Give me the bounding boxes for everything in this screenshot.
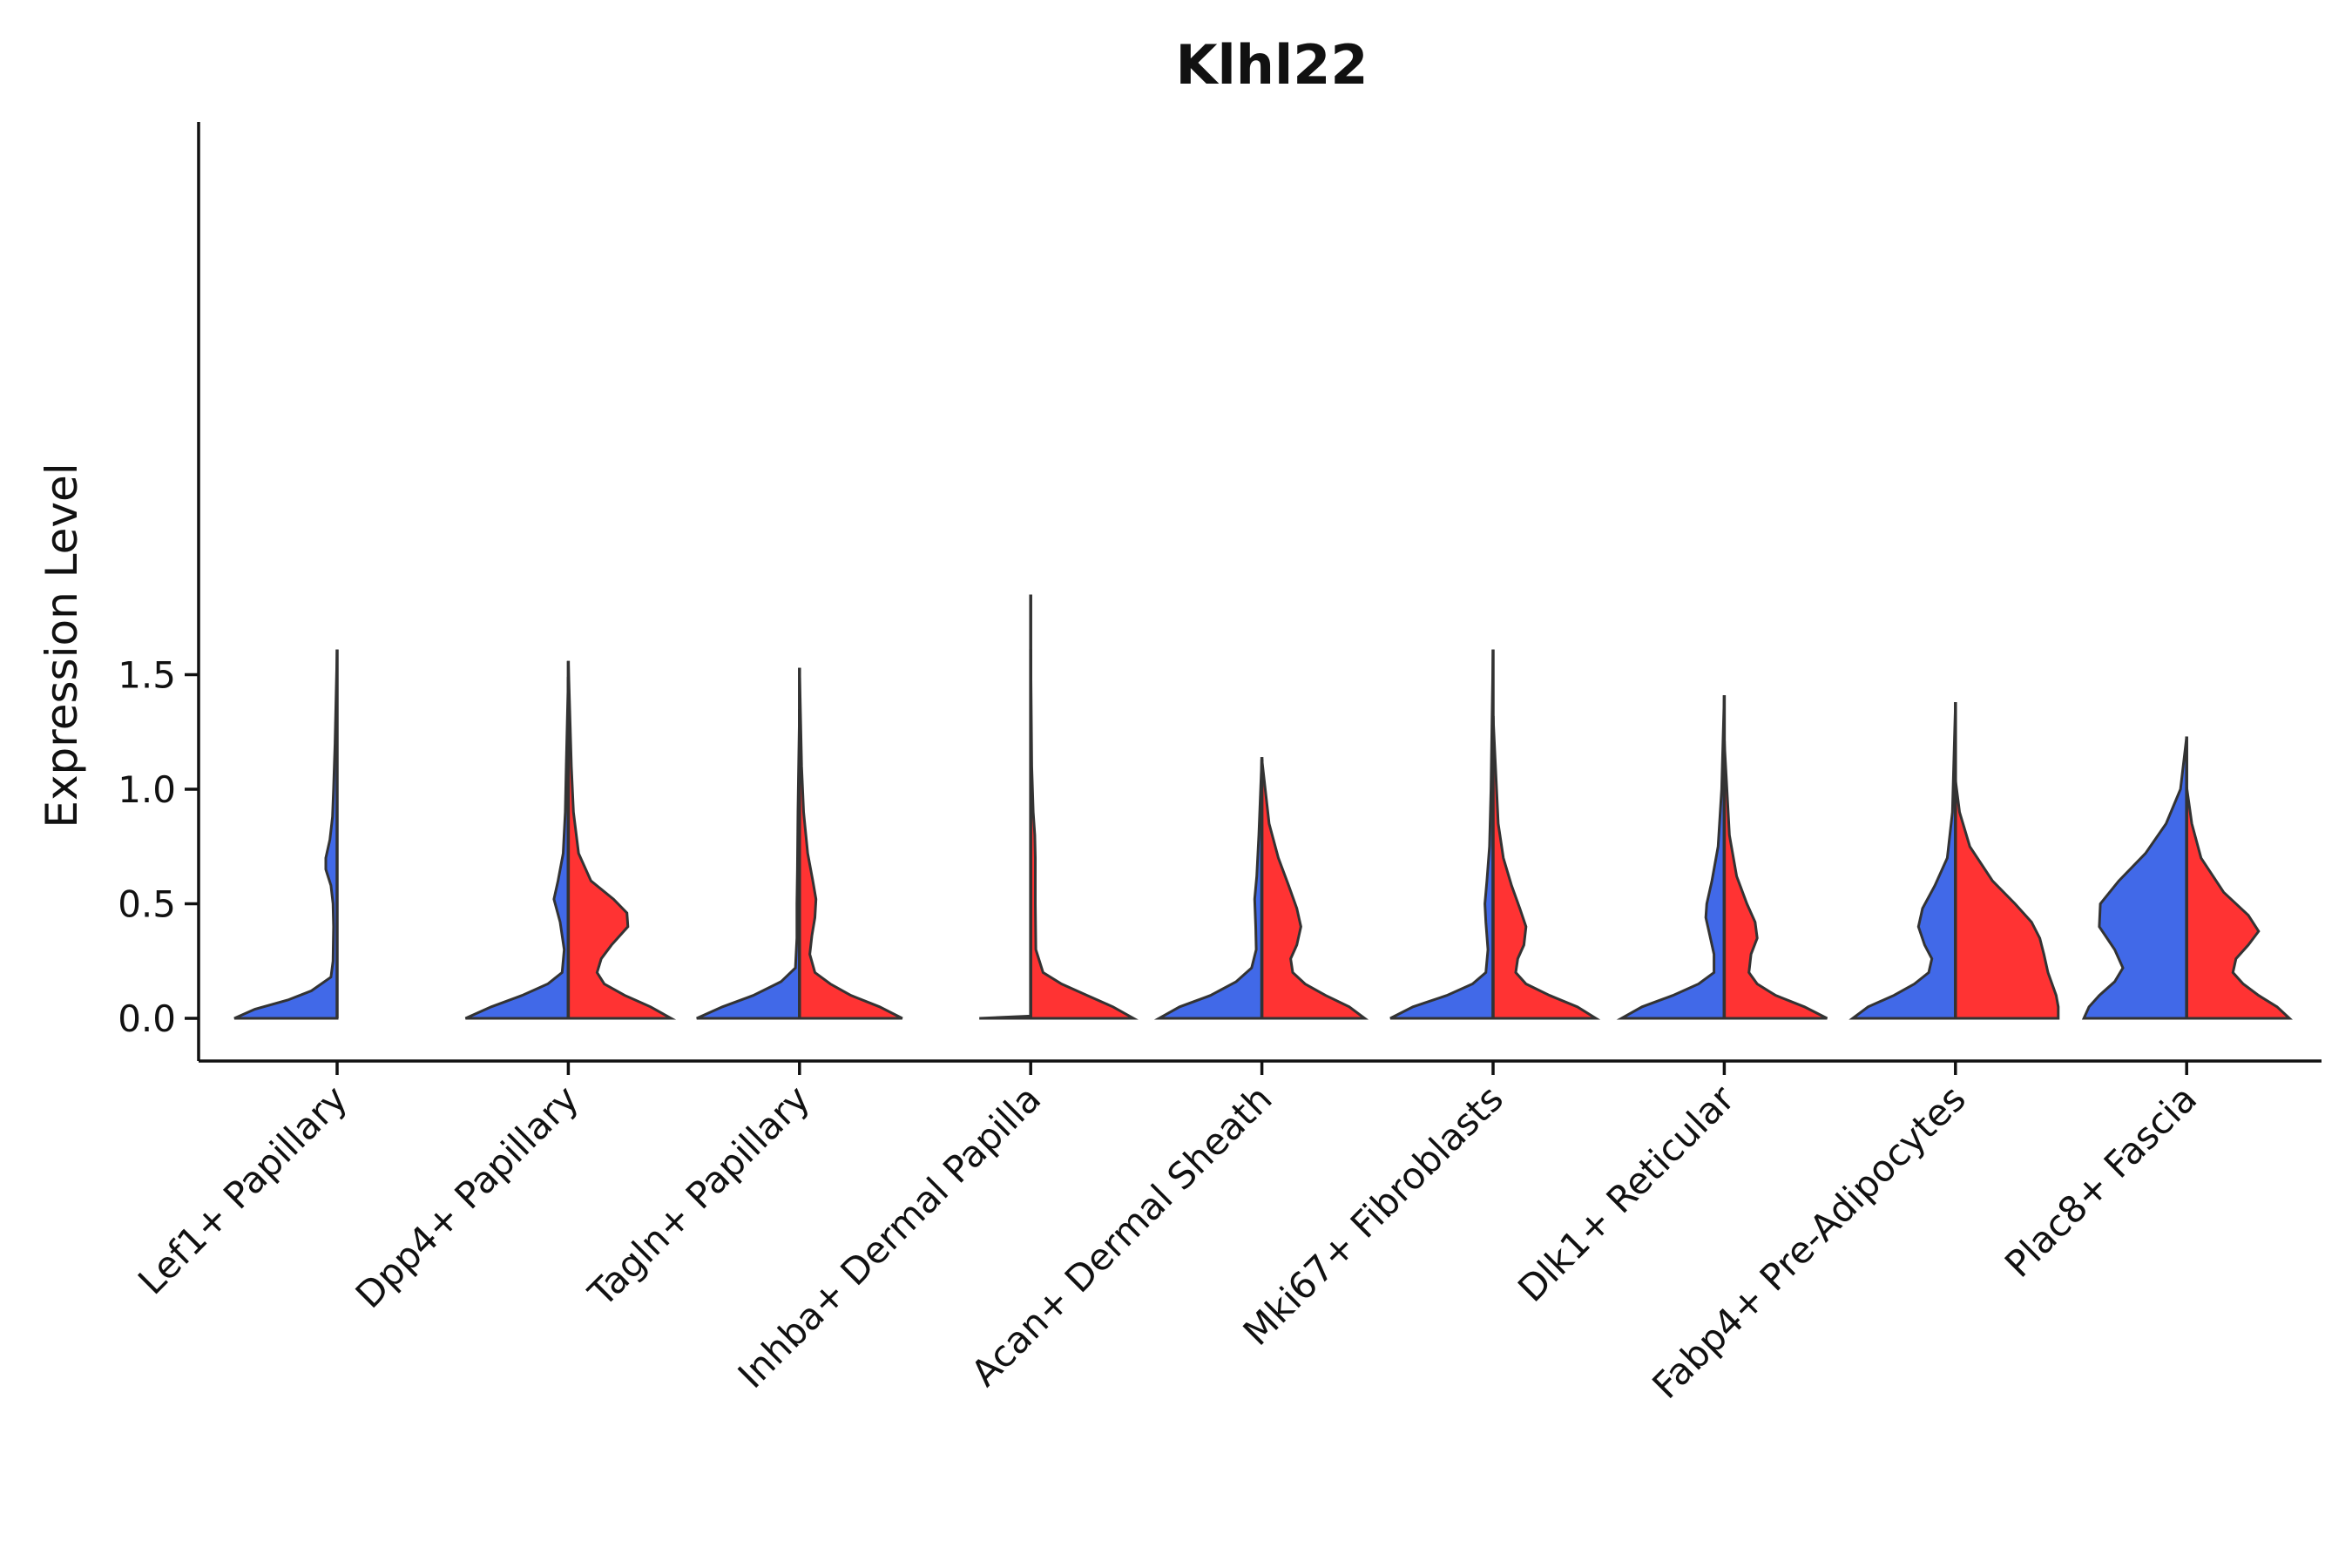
x-tick-label: Dpp4+ Papillary: [348, 1077, 587, 1316]
violin-group2: [566, 660, 677, 1020]
x-tick-label: Dlk1+ Reticular: [1510, 1077, 1743, 1310]
violin-group1: [1848, 702, 1957, 1020]
violin-group1: [2081, 736, 2188, 1020]
violin-group1: [464, 677, 570, 1020]
y-tick-label: 1.5: [118, 654, 176, 697]
violin-group1: [696, 708, 801, 1020]
x-tick-label: Lef1+ Papillary: [130, 1077, 355, 1302]
violin-group1: [233, 649, 339, 1020]
y-tick-label: 0.5: [118, 883, 176, 926]
violin-group1: [1389, 649, 1495, 1020]
violin-group2: [1954, 780, 2060, 1020]
violin-group2: [1722, 740, 1828, 1020]
x-tick-label: Plac8+ Fascia: [1997, 1077, 2205, 1285]
violin-group1: [1616, 695, 1726, 1020]
y-axis-label: Expression Level: [37, 463, 87, 828]
violin-group2: [798, 667, 903, 1020]
chart-title: Klhl22: [1176, 33, 1369, 97]
y-tick-label: 0.0: [118, 997, 176, 1040]
y-axis: 0.0 0.5 1.0 1.5: [118, 122, 200, 1061]
violin-group2: [1491, 715, 1601, 1020]
violin-group1: [979, 594, 1032, 1020]
violin-group2: [1029, 649, 1139, 1020]
x-tick-label: Mki67+ Fibroblasts: [1235, 1077, 1511, 1353]
x-tick-label: Tagln+ Papillary: [579, 1077, 817, 1315]
violin-group2: [2185, 787, 2294, 1020]
violin-group1: [1153, 757, 1264, 1020]
y-tick-label: 1.0: [118, 768, 176, 811]
violin-group2: [1260, 759, 1369, 1020]
violins-layer: [233, 594, 2294, 1020]
